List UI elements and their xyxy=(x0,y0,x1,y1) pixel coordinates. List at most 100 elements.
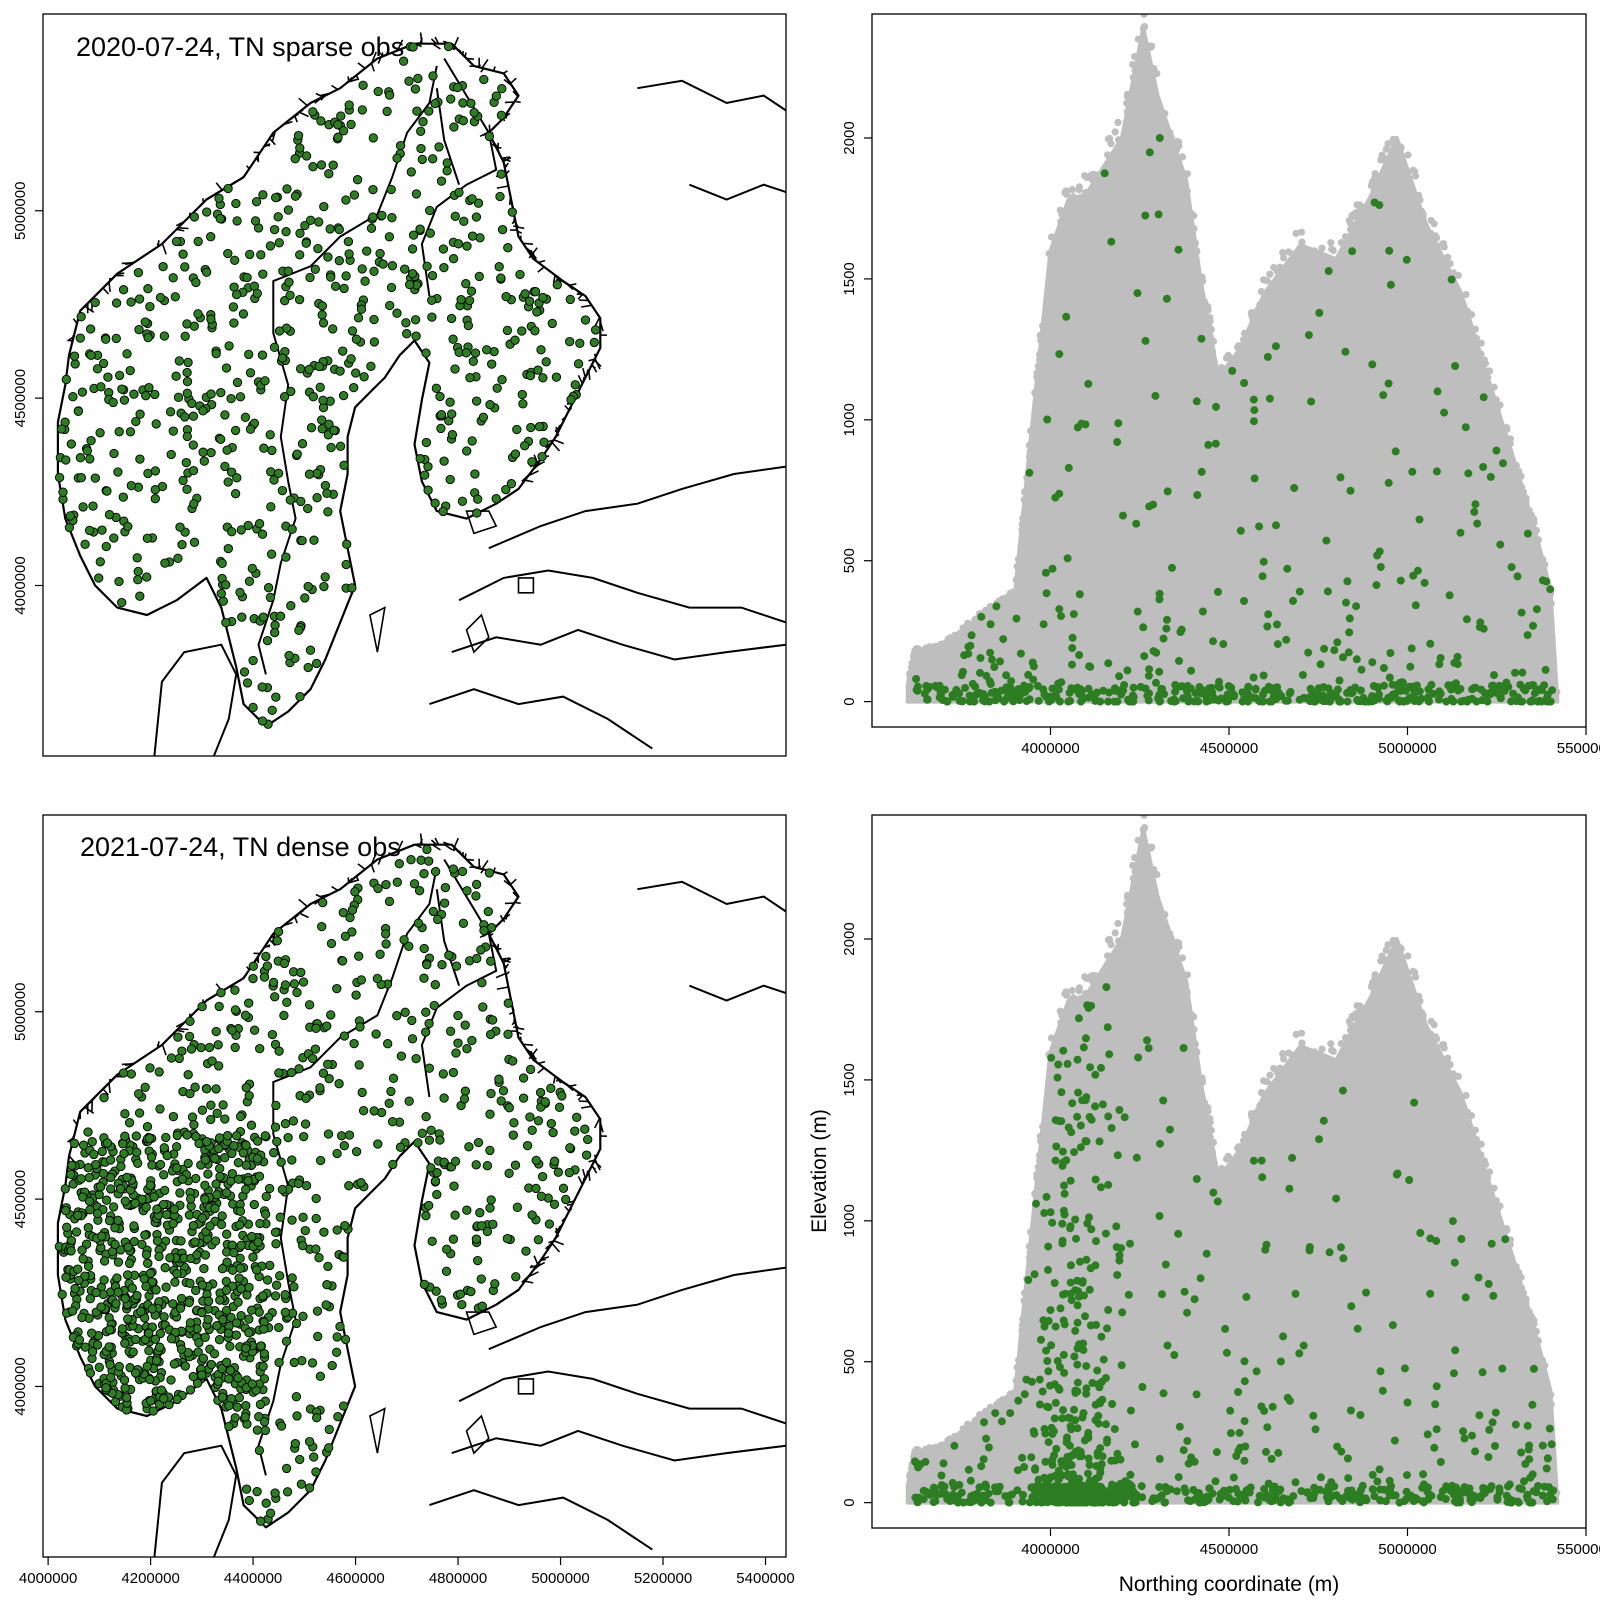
terrain-point xyxy=(1541,561,1549,569)
terrain-point xyxy=(1481,367,1489,375)
station-point xyxy=(478,1002,488,1012)
station-point xyxy=(923,695,932,704)
fjord-line xyxy=(588,1159,595,1163)
station-point xyxy=(992,602,1001,611)
station-point xyxy=(289,979,299,989)
station-point xyxy=(231,1330,241,1340)
station-point xyxy=(324,1443,334,1453)
station-point xyxy=(1056,1304,1065,1313)
fjord-line xyxy=(102,287,110,295)
station-point xyxy=(1043,1357,1052,1365)
station-point xyxy=(217,1392,228,1402)
x-tick-label: 5200000 xyxy=(634,1570,692,1587)
station-point xyxy=(1230,692,1239,701)
station-point xyxy=(347,927,357,937)
station-point xyxy=(194,1138,204,1149)
station-point xyxy=(456,294,466,305)
station-point xyxy=(1104,1112,1113,1121)
station-point xyxy=(83,1127,93,1137)
station-point xyxy=(373,86,383,97)
station-point xyxy=(544,1219,555,1229)
station-point xyxy=(1071,1326,1080,1335)
station-point xyxy=(172,1130,182,1141)
station-point xyxy=(309,535,319,545)
station-point xyxy=(1523,631,1532,640)
station-point xyxy=(1453,652,1462,661)
fjord-line xyxy=(434,36,440,45)
station-point xyxy=(421,348,431,358)
station-point xyxy=(241,1082,251,1093)
terrain-point xyxy=(1289,251,1297,259)
station-point xyxy=(274,1322,284,1333)
station-point xyxy=(170,1277,180,1287)
station-point xyxy=(322,1021,332,1031)
station-point xyxy=(244,576,255,586)
station-point xyxy=(251,1265,262,1275)
station-point xyxy=(411,189,422,199)
station-point xyxy=(1385,673,1394,682)
station-point xyxy=(220,1153,230,1163)
station-point xyxy=(77,1245,87,1255)
station-point xyxy=(148,1406,158,1416)
station-point xyxy=(1052,1444,1061,1453)
station-point xyxy=(1141,336,1150,345)
fjord-line xyxy=(491,944,497,949)
station-point xyxy=(140,1082,150,1092)
station-point xyxy=(323,507,333,517)
station-point xyxy=(1054,1384,1063,1393)
station-point xyxy=(1479,463,1488,471)
station-point xyxy=(97,1146,107,1157)
station-point xyxy=(319,581,329,592)
station-point xyxy=(344,1130,355,1140)
fjord-line xyxy=(521,472,531,482)
station-point xyxy=(1066,1224,1075,1233)
station-point xyxy=(259,1324,269,1334)
station-point xyxy=(224,1374,234,1384)
station-point xyxy=(438,244,449,254)
station-point xyxy=(1113,1151,1122,1160)
station-point xyxy=(257,529,268,539)
station-point xyxy=(1059,1406,1067,1415)
station-point xyxy=(285,495,295,505)
station-point xyxy=(487,1015,498,1025)
station-point xyxy=(1262,1447,1270,1456)
station-point xyxy=(485,1203,495,1213)
station-point xyxy=(180,1361,190,1371)
station-point xyxy=(232,1402,242,1412)
fjord-line xyxy=(541,1256,550,1260)
station-point xyxy=(118,1139,128,1149)
terrain-point xyxy=(1328,1046,1336,1054)
station-point xyxy=(1460,1434,1469,1443)
station-point xyxy=(57,1289,67,1300)
station-point xyxy=(1375,201,1384,210)
station-point xyxy=(279,958,290,969)
station-point xyxy=(1045,697,1054,706)
terrain-point xyxy=(1326,1056,1334,1064)
station-point xyxy=(960,651,969,660)
terrain-point xyxy=(1387,151,1395,159)
station-point xyxy=(1082,1384,1091,1393)
station-point xyxy=(168,1299,178,1309)
terrain-point xyxy=(1104,135,1112,143)
station-point xyxy=(233,1373,243,1383)
station-point xyxy=(464,1142,474,1152)
station-point xyxy=(449,122,459,132)
station-point xyxy=(291,1392,302,1402)
station-point xyxy=(371,1029,381,1039)
terrain-point xyxy=(1547,1400,1555,1408)
station-point xyxy=(258,1361,268,1372)
station-point xyxy=(1092,1320,1101,1329)
terrain-point xyxy=(1310,1048,1319,1056)
station-point xyxy=(1113,438,1122,446)
station-point xyxy=(1279,1332,1288,1341)
fjord-line xyxy=(71,334,75,343)
terrain-point xyxy=(1377,156,1385,164)
station-point xyxy=(110,1239,120,1250)
station-point xyxy=(238,309,249,319)
fjord-line xyxy=(566,1203,573,1206)
fjord-line xyxy=(453,837,460,848)
terrain-point xyxy=(1160,924,1169,932)
terrain-point xyxy=(1183,170,1191,178)
station-point xyxy=(432,1189,442,1200)
station-point xyxy=(484,868,495,878)
